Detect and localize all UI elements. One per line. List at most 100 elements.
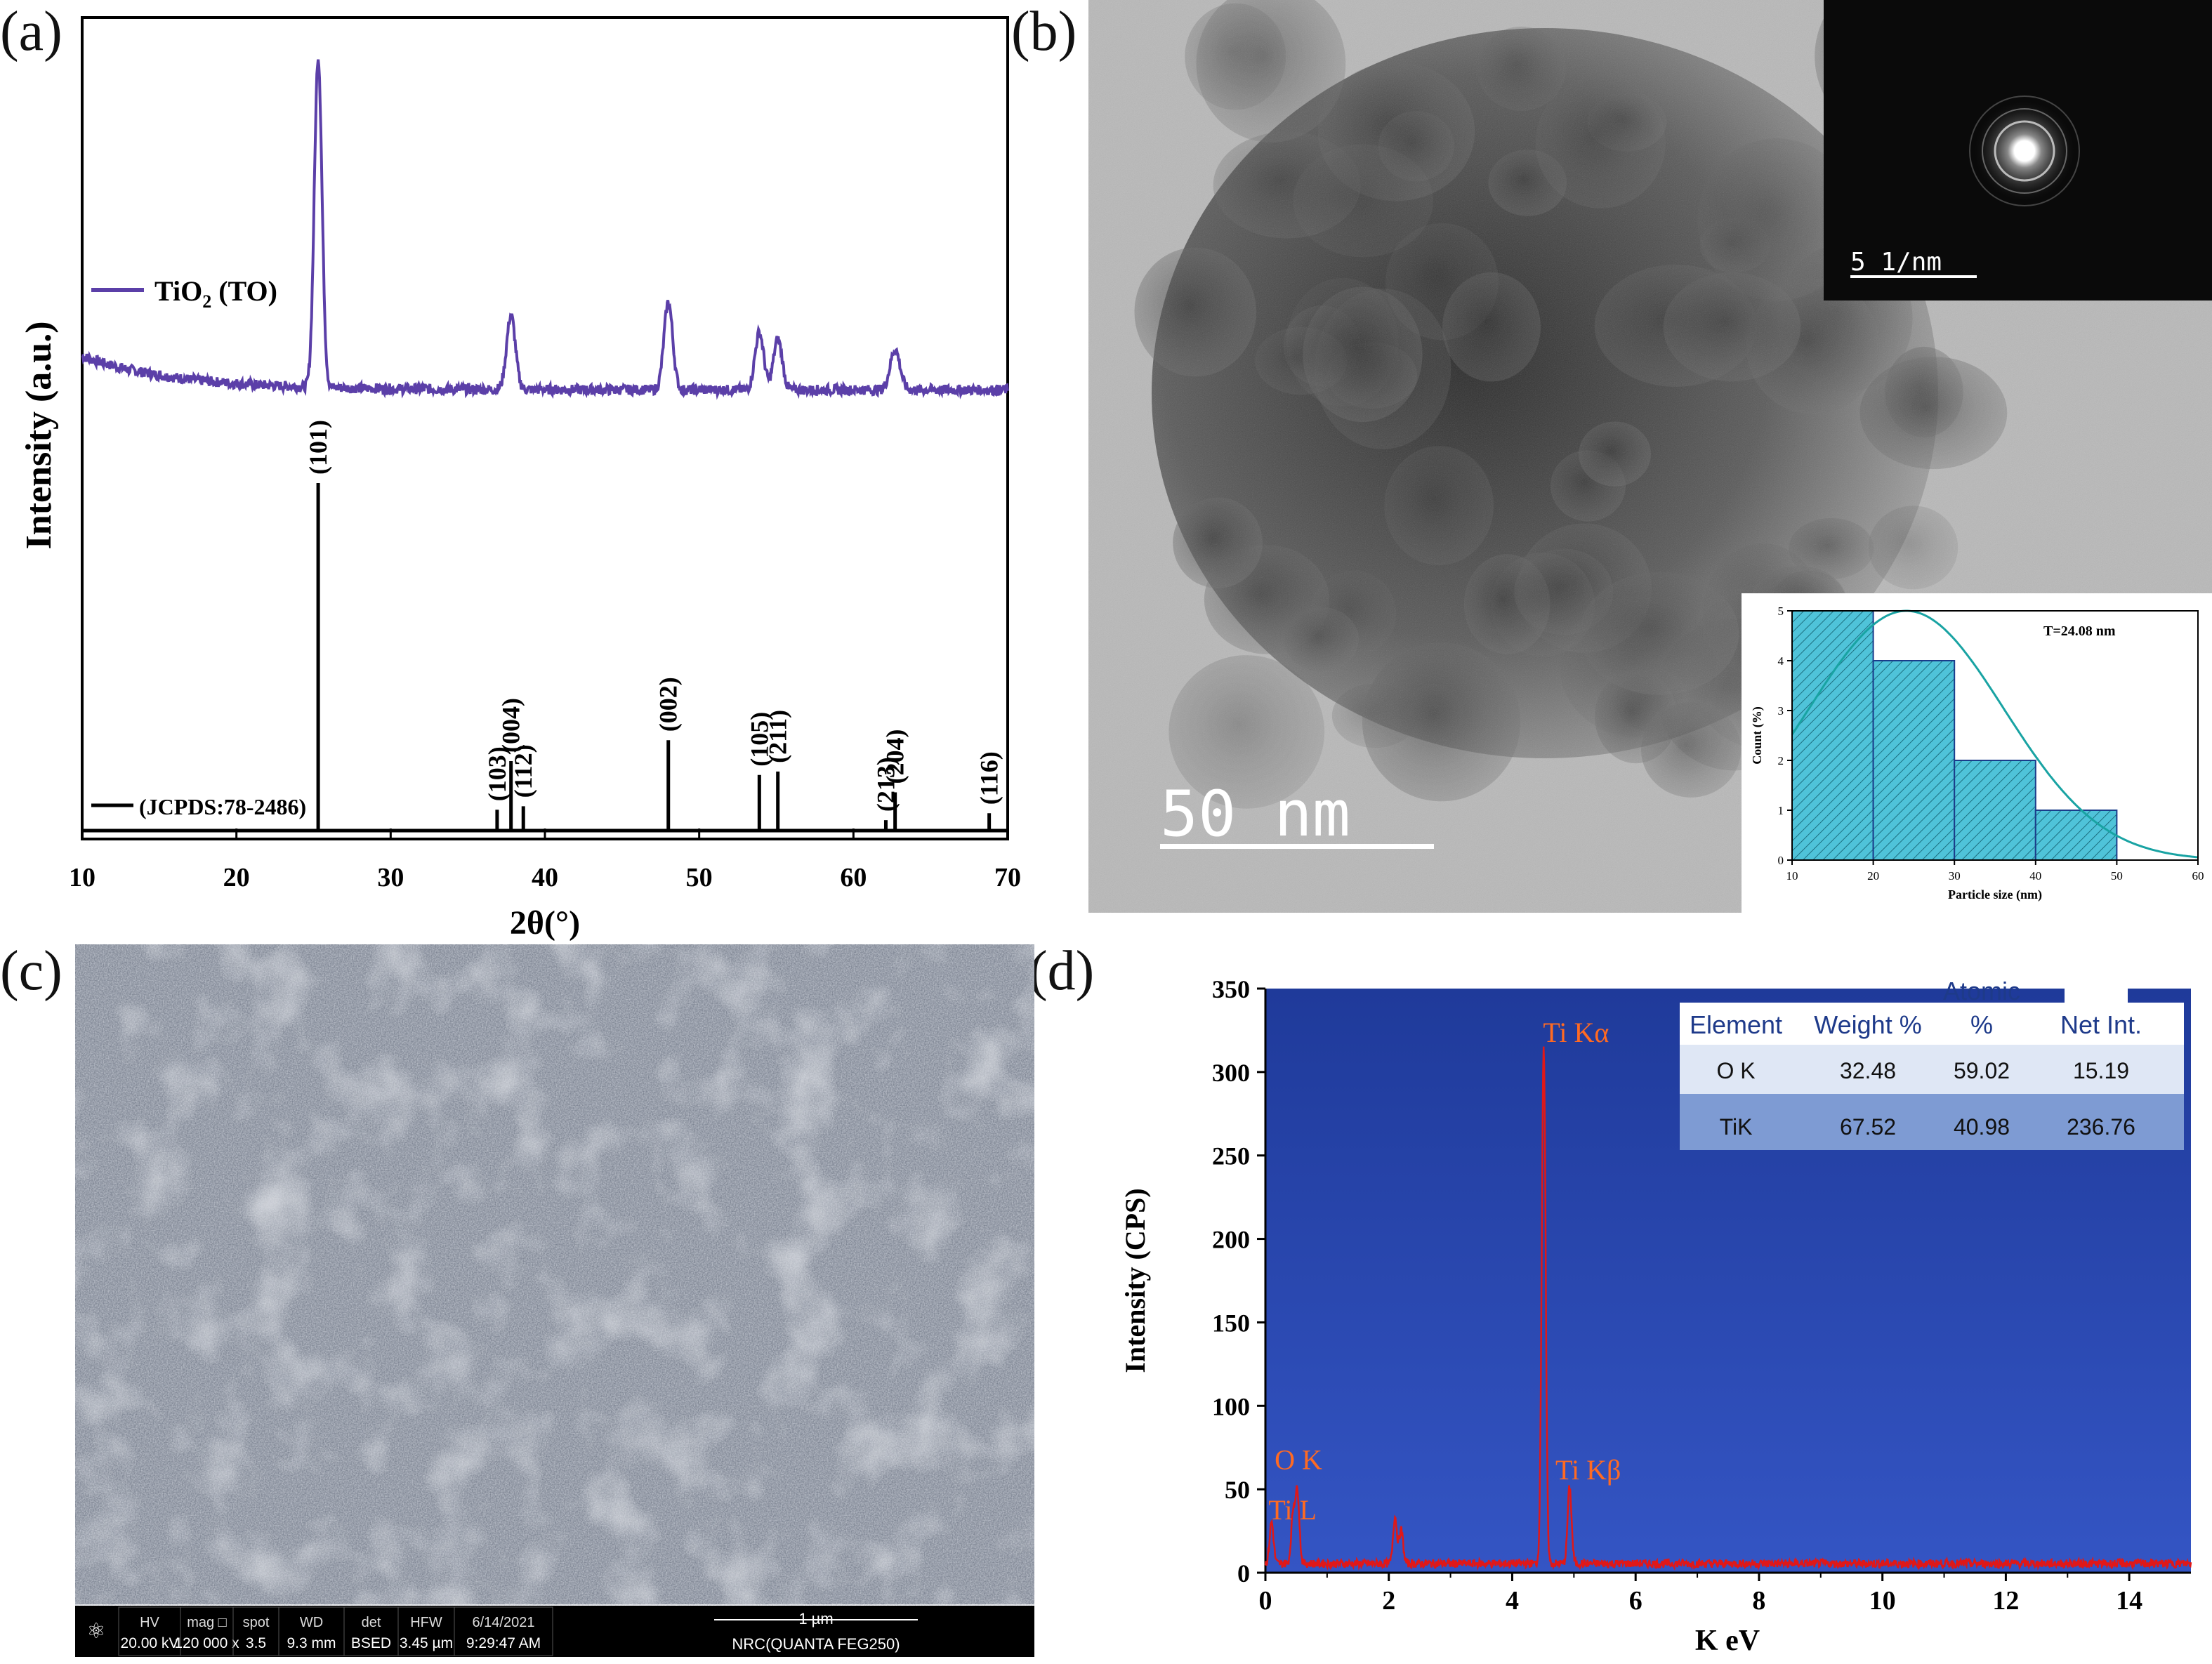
xrd-chart: 10 20 30 40 50 60 70 (101) (103)(004)(112) (002)… — [19, 16, 1021, 942]
reference-stick-label: (116) — [975, 751, 1003, 805]
histogram-x-axis-title: Particle size (nm) — [1948, 887, 2042, 902]
saed-scale-label: 5 1/nm — [1850, 248, 1942, 277]
histogram-bar — [2034, 810, 2118, 861]
eds-y-tick-label: 50 — [1225, 1476, 1250, 1504]
xrd-legend-label: TiO2 (TO) — [154, 275, 277, 312]
eds-y-tick-label: 300 — [1212, 1059, 1250, 1087]
eds-table-header: Net Int. — [2060, 1010, 2142, 1039]
sem-field-label: mag □ — [187, 1615, 227, 1630]
eds-table-header: Weight % — [1814, 1010, 1921, 1039]
histogram-x-tick-label: 30 — [1949, 869, 1961, 883]
histogram-inset: 10 20 30 40 50 60 0 1 2 3 4 5 Particle size (nm) Coun… — [1742, 593, 2212, 913]
sem-field-value: BSED — [351, 1635, 391, 1651]
saed-inset: 5 1/nm — [1824, 0, 2212, 301]
eds-table-header: Atomic — [1943, 977, 2020, 1005]
panel-label-d: (d) — [1029, 940, 1095, 1002]
eds-y-tick-label: 200 — [1212, 1226, 1250, 1254]
histogram-x-tick-label: 10 — [1786, 869, 1798, 883]
histogram-y-tick-label: 4 — [1778, 654, 1784, 668]
reference-stick-label: (204) — [881, 729, 909, 784]
sem-panel: ⚛ HV 20.00 kV mag □ 120 000 x spot 3.5 WD 9.3 mm… — [75, 944, 1034, 1657]
sem-field-label: det — [362, 1615, 381, 1630]
histogram-x-tick-label: 40 — [2029, 869, 2041, 883]
eds-chart: 0 2 4 6 8 10 12 14 0 50 100 150 200 250 300 350 Ti Kα O … — [1119, 975, 2192, 1657]
tem-panel: 50 nm 5 1/nm 10 20 30 40 50 60 0 1 2 3 4 5 Particle … — [1088, 0, 2212, 913]
eds-x-tick-label: 2 — [1382, 1586, 1395, 1616]
sem-field-label: HFW — [410, 1615, 442, 1630]
eds-x-tick-label: 14 — [2116, 1586, 2142, 1616]
eds-peak-annotation: Ti Kβ — [1555, 1454, 1621, 1486]
eds-x-tick-label: 4 — [1506, 1586, 1519, 1616]
eds-table-cell: 40.98 — [1954, 1114, 2010, 1140]
histogram-y-tick-label: 5 — [1778, 605, 1784, 618]
eds-table-header: % — [1970, 1010, 1993, 1039]
sem-field-value: 120 000 x — [174, 1635, 239, 1651]
histogram-bar — [1954, 760, 2036, 861]
eds-y-tick-label: 350 — [1212, 975, 1250, 1003]
histogram-y-tick-label: 3 — [1778, 704, 1784, 718]
tem-scale-label: 50 nm — [1160, 777, 1350, 851]
panel-label-a: (a) — [0, 1, 62, 62]
histogram-y-tick-label: 2 — [1778, 754, 1784, 767]
xrd-x-tick-label: 60 — [840, 863, 867, 892]
histogram-y-tick-label: 0 — [1778, 854, 1784, 867]
sem-field-label: WD — [300, 1615, 323, 1630]
histogram-y-axis-title: Count (%) — [1750, 706, 1765, 765]
eds-series-line — [1264, 1046, 2192, 1571]
reference-stick-label: (002) — [654, 677, 683, 732]
reference-stick-label: (004) — [497, 698, 525, 753]
eds-x-tick-label: 6 — [1629, 1586, 1642, 1616]
sem-field-label: HV — [140, 1615, 159, 1630]
xrd-x-tick-label: 30 — [377, 863, 404, 892]
xrd-x-tick-label: 10 — [69, 863, 96, 892]
reference-stick-label: (101) — [304, 420, 332, 475]
histogram-fit-curve — [1791, 609, 2199, 859]
eds-table-cell: 32.48 — [1840, 1058, 1896, 1083]
eds-table-header: Element — [1690, 1010, 1782, 1039]
sem-scale-label: 1 µm — [798, 1610, 833, 1627]
histogram-x-tick-label: 20 — [1867, 869, 1879, 883]
eds-table-cell: TiK — [1720, 1114, 1753, 1140]
reference-legend-label: (JCPDS:78-2486) — [139, 794, 306, 819]
xrd-x-tick-label: 50 — [686, 863, 713, 892]
xrd-x-axis-title: 2θ(°) — [510, 904, 580, 941]
eds-panel: 0 2 4 6 8 10 12 14 0 50 100 150 200 250 300 350 Ti Kα O … — [1102, 941, 2212, 1660]
eds-y-axis-title: Intensity (CPS) — [1119, 1188, 1151, 1373]
reference-stick-label: (112) — [509, 744, 537, 798]
xrd-x-tick-label: 70 — [994, 863, 1021, 892]
eds-y-tick-label: 250 — [1212, 1142, 1250, 1170]
histogram-x-tick-label: 60 — [2192, 869, 2204, 883]
sem-info-bar: ⚛ HV 20.00 kV mag □ 120 000 x spot 3.5 WD 9.3 mm… — [75, 1606, 1034, 1657]
tem-scale-bar — [1160, 844, 1434, 849]
sem-field-value: 9.3 mm — [287, 1635, 336, 1651]
sem-field-value: 20.00 kV — [121, 1635, 179, 1651]
eds-quant-table: Element Weight % Atomic% Net Int. O K 32.48 59… — [1680, 977, 2184, 1150]
eds-x-axis-title: K eV — [1695, 1625, 1760, 1657]
eds-x-tick-label: 8 — [1752, 1586, 1765, 1616]
eds-x-tick-label: 0 — [1259, 1586, 1272, 1616]
eds-table-cell: 59.02 — [1954, 1058, 2010, 1083]
sem-field-value: 9:29:47 AM — [466, 1635, 541, 1651]
eds-y-tick-label: 0 — [1237, 1559, 1250, 1587]
xrd-frame — [81, 16, 1009, 840]
sem-instrument-label: NRC(QUANTA FEG250) — [732, 1635, 900, 1653]
xrd-series-line — [81, 59, 1009, 400]
sem-field-label: spot — [243, 1615, 270, 1630]
histogram-annotation: T=24.08 nm — [2043, 623, 2116, 639]
histogram-frame — [1791, 610, 2199, 861]
xrd-panel: 10 20 30 40 50 60 70 (101) (103) (004) (112) (002)… — [0, 0, 1025, 942]
histogram-bar — [1791, 610, 1874, 861]
sem-field-label: 6/14/2021 — [473, 1615, 535, 1630]
reference-stick-label: (103) — [483, 746, 511, 801]
tem-image: 50 nm 5 1/nm 10 20 30 40 50 60 0 1 2 3 4 5 Particle … — [1088, 0, 2212, 913]
eds-peak-annotation: Ti L — [1268, 1494, 1317, 1526]
xrd-x-tick-label: 20 — [223, 863, 250, 892]
eds-table-cell: 15.19 — [2073, 1058, 2129, 1083]
histogram-bar — [1872, 660, 1956, 861]
eds-peak-annotation: O K — [1275, 1444, 1322, 1476]
saed-scale-bar — [1850, 275, 1977, 278]
atom-icon: ⚛ — [87, 1620, 106, 1643]
eds-table-cell: 67.52 — [1840, 1114, 1896, 1140]
sem-image: ⚛ HV 20.00 kV mag □ 120 000 x spot 3.5 WD 9.3 mm… — [75, 944, 1034, 1657]
reference-stick-label: (105) — [745, 712, 773, 767]
